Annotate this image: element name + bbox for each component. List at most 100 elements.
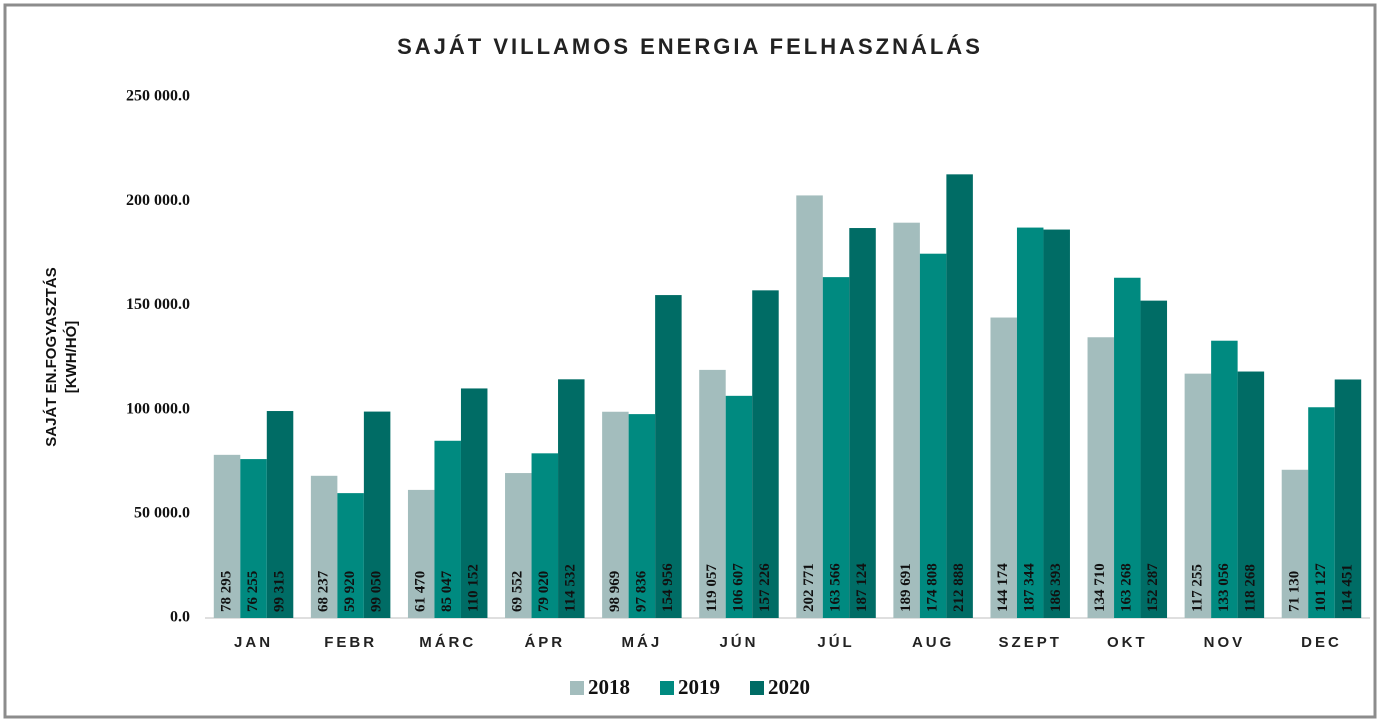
bar <box>990 317 1017 618</box>
value-label: 114 532 <box>563 564 579 612</box>
value-label: 106 607 <box>730 563 746 612</box>
legend-label: 2019 <box>678 675 720 699</box>
legend-label: 2020 <box>768 675 810 699</box>
bar <box>434 440 461 618</box>
bar <box>1016 227 1044 618</box>
legend-swatch <box>570 681 584 695</box>
x-tick-label: OKT <box>1107 634 1148 651</box>
legend-swatch <box>750 681 764 695</box>
value-label: 68 237 <box>316 570 332 612</box>
frame <box>3 3 1377 719</box>
bar <box>1114 277 1141 618</box>
bar <box>796 195 823 618</box>
value-label: 78 295 <box>218 571 234 612</box>
legend-swatch <box>660 681 674 695</box>
bar <box>655 295 682 618</box>
bar <box>1184 373 1212 618</box>
bar <box>822 277 850 618</box>
value-label: 189 691 <box>898 563 914 612</box>
bar <box>531 453 559 618</box>
bar <box>1237 371 1265 618</box>
bar <box>725 395 753 618</box>
y-tick-label: 150 000.0 <box>126 296 190 313</box>
value-label: 114 451 <box>1339 564 1355 612</box>
value-label: 118 268 <box>1242 564 1258 612</box>
value-label: 61 470 <box>413 571 429 612</box>
x-tick-label: DEC <box>1301 634 1342 651</box>
bar <box>893 222 920 618</box>
value-label: 59 920 <box>342 571 358 612</box>
bar <box>1211 340 1238 618</box>
y-tick-label: 0.0 <box>170 609 190 626</box>
value-label: 202 771 <box>801 563 817 612</box>
legend-label: 2018 <box>588 675 630 699</box>
value-label: 174 808 <box>925 563 941 612</box>
x-tick-label: SZEPT <box>999 634 1062 651</box>
value-label: 99 315 <box>271 571 287 612</box>
bar <box>1140 300 1168 618</box>
value-label: 85 047 <box>439 570 455 612</box>
x-tick-label: MÁJ <box>622 634 663 651</box>
value-label: 212 888 <box>951 563 967 612</box>
bar <box>1087 337 1115 618</box>
bar <box>699 369 726 618</box>
value-label: 117 255 <box>1189 564 1205 612</box>
x-tick-label: JÚN <box>719 633 758 651</box>
bar <box>849 228 876 619</box>
value-label: 71 130 <box>1286 571 1302 612</box>
x-tick-label: NOV <box>1204 634 1246 651</box>
x-tick-label: JÚL <box>817 633 854 651</box>
bar <box>1334 379 1362 618</box>
value-label: 119 057 <box>704 564 720 612</box>
value-label: 163 566 <box>827 563 843 612</box>
x-tick-label: ÁPR <box>524 634 565 651</box>
chart-title: SAJÁT VILLAMOS ENERGIA FELHASZNÁLÁS <box>397 34 983 59</box>
x-tick-label: AUG <box>912 634 954 651</box>
value-label: 163 268 <box>1119 563 1135 612</box>
bar <box>505 473 532 618</box>
value-label: 186 393 <box>1048 563 1064 612</box>
bar <box>558 379 585 618</box>
value-label: 110 152 <box>466 564 482 612</box>
value-label: 69 552 <box>510 571 526 612</box>
value-label: 98 969 <box>607 571 623 612</box>
bar <box>337 493 364 618</box>
bar <box>919 253 947 618</box>
bar <box>407 489 435 618</box>
y-tick-label: 250 000.0 <box>126 88 190 105</box>
bar <box>460 388 488 618</box>
bar <box>310 475 338 618</box>
bar <box>1308 407 1335 618</box>
y-axis-title: [KWH/HÓ] <box>62 321 80 393</box>
bar <box>752 290 779 618</box>
bar <box>266 411 294 618</box>
bar <box>628 414 656 618</box>
value-label: 99 050 <box>369 571 385 612</box>
bar <box>946 174 973 618</box>
value-label: 154 956 <box>660 563 676 612</box>
value-label: 144 174 <box>995 563 1011 612</box>
value-label: 187 124 <box>854 563 870 612</box>
bar <box>213 454 241 618</box>
x-tick-label: MÁRC <box>419 634 476 651</box>
value-label: 101 127 <box>1313 563 1329 612</box>
x-tick-label: FEBR <box>324 634 377 651</box>
value-label: 133 056 <box>1216 563 1232 612</box>
value-label: 97 836 <box>633 570 649 612</box>
bar <box>363 411 391 618</box>
bar <box>240 459 267 618</box>
x-tick-label: JAN <box>234 634 273 651</box>
y-tick-label: 200 000.0 <box>126 192 190 209</box>
y-tick-label: 50 000.0 <box>134 504 190 521</box>
value-label: 152 287 <box>1145 563 1161 612</box>
bar <box>1281 469 1309 618</box>
value-label: 76 255 <box>245 571 261 612</box>
value-label: 187 344 <box>1022 563 1038 612</box>
bar <box>602 411 629 618</box>
y-axis-title: SAJÁT EN.FOGYASZTÁS <box>43 267 60 446</box>
value-label: 79 020 <box>536 571 552 612</box>
value-label: 157 226 <box>757 563 773 612</box>
bar <box>1043 229 1070 618</box>
